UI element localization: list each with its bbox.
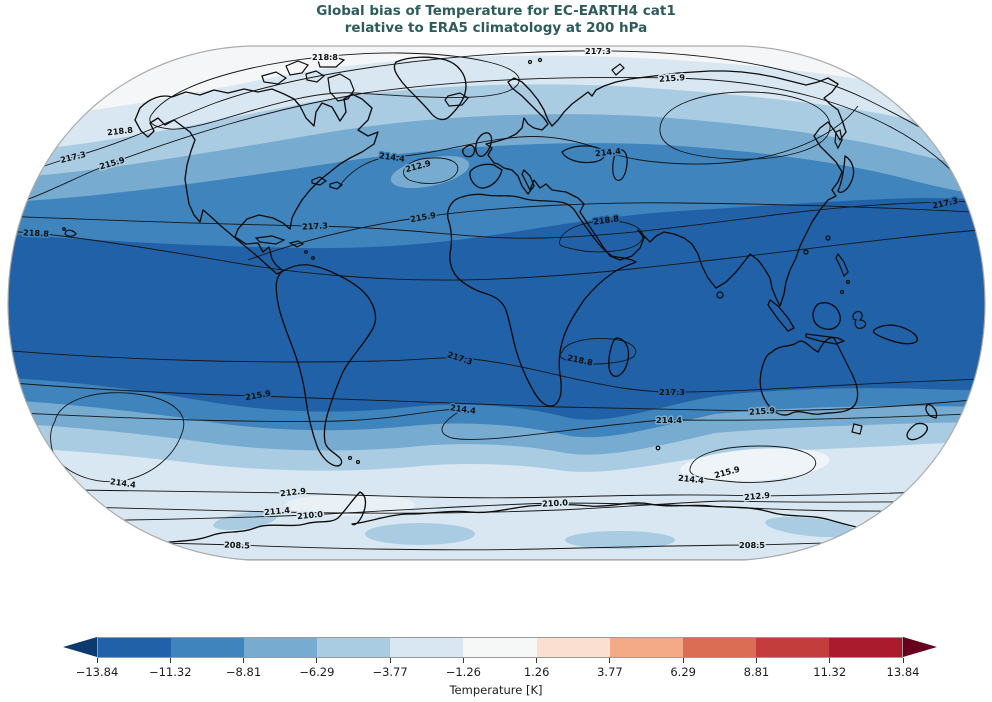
contour-label: 208.5 xyxy=(224,540,251,551)
colorbar-tick-label: −3.77 xyxy=(372,665,408,679)
colorbar-segment xyxy=(244,638,318,657)
contour-label: 210.0 xyxy=(542,497,569,508)
colorbar-segment xyxy=(755,638,829,657)
colorbar-tickmark xyxy=(755,658,757,663)
contour-label: 208.5 xyxy=(739,540,765,550)
map-outline xyxy=(7,45,986,561)
figure-title-line1: Global bias of Temperature for EC-EARTH4… xyxy=(316,3,676,19)
contour-label: 210.0 xyxy=(297,509,324,521)
figure-title-line2: relative to ERA5 climatology at 200 hPa xyxy=(344,20,648,36)
contour-label: 212.9 xyxy=(280,486,307,499)
contour-label: 218.8 xyxy=(312,52,338,62)
colorbar-tickmark xyxy=(609,658,611,663)
colorbar-extend-left-arrow xyxy=(63,637,97,657)
colorbar-tickmark xyxy=(829,658,831,663)
contour-label: 217.3 xyxy=(585,46,611,56)
colorbar-segment xyxy=(98,638,172,657)
colorbar-tick-label: −1.26 xyxy=(445,665,481,679)
colorbar-segment xyxy=(536,638,610,657)
colorbar-tick-label: −8.81 xyxy=(225,665,262,679)
contour-label: 217.3 xyxy=(659,387,685,397)
colorbar-tickmark xyxy=(536,658,538,663)
colorbar-segment xyxy=(463,638,537,657)
colorbar-tickmark xyxy=(902,658,904,663)
colorbar-tick-label: 6.29 xyxy=(670,665,696,679)
colorbar-tick-label: 8.81 xyxy=(743,665,770,679)
contour-label: 214.4 xyxy=(595,146,622,159)
contour-label: 217.3 xyxy=(302,220,329,231)
colorbar-segment xyxy=(682,638,756,657)
colorbar-tickmark xyxy=(462,658,464,663)
contour-label: 215.9 xyxy=(659,72,686,84)
colorbar-tick-label: 13.84 xyxy=(886,665,920,679)
contour-lines xyxy=(8,50,985,551)
colorbar-tickmark xyxy=(389,658,391,663)
contour-label: 212.9 xyxy=(744,490,771,502)
world-map: 218.8 217.3 218.8 217.3 215.9 215.9 214.4 212.9… xyxy=(7,45,986,561)
colorbar-tick-label: −11.32 xyxy=(148,665,192,679)
colorbar-segment xyxy=(390,638,464,657)
colorbar xyxy=(97,637,903,658)
colorbar-tickmark xyxy=(169,658,171,663)
colorbar-tickmark xyxy=(316,658,318,663)
colorbar-tick-label: 1.26 xyxy=(523,665,550,679)
colorbar-tick-label: 3.77 xyxy=(597,665,623,679)
contour-label: 218.8 xyxy=(107,125,134,138)
contour-label: 214.4 xyxy=(656,415,682,425)
contour-label: 215.9 xyxy=(749,405,776,417)
colorbar-tickmark xyxy=(243,658,245,663)
contour-label: 214.4 xyxy=(678,473,705,486)
colorbar-tickmark xyxy=(96,658,98,663)
colorbar-tickmark xyxy=(682,658,684,663)
colorbar-segment xyxy=(828,638,903,657)
contour-label: 211.4 xyxy=(264,505,291,517)
colorbar-segment xyxy=(171,638,245,657)
colorbar-tick-label: 11.32 xyxy=(813,665,847,679)
colorbar-segment xyxy=(317,638,391,657)
contour-label: 218.8 xyxy=(23,227,50,238)
colorbar-tick-label: −13.84 xyxy=(75,665,119,679)
filled-contour-bands xyxy=(8,46,985,560)
coastlines xyxy=(62,55,938,560)
colorbar-segment xyxy=(609,638,683,657)
colorbar-extend-right-arrow xyxy=(903,637,937,657)
colorbar-tick-label: −6.29 xyxy=(299,665,335,679)
colorbar-axis-label: Temperature [K] xyxy=(449,683,543,697)
